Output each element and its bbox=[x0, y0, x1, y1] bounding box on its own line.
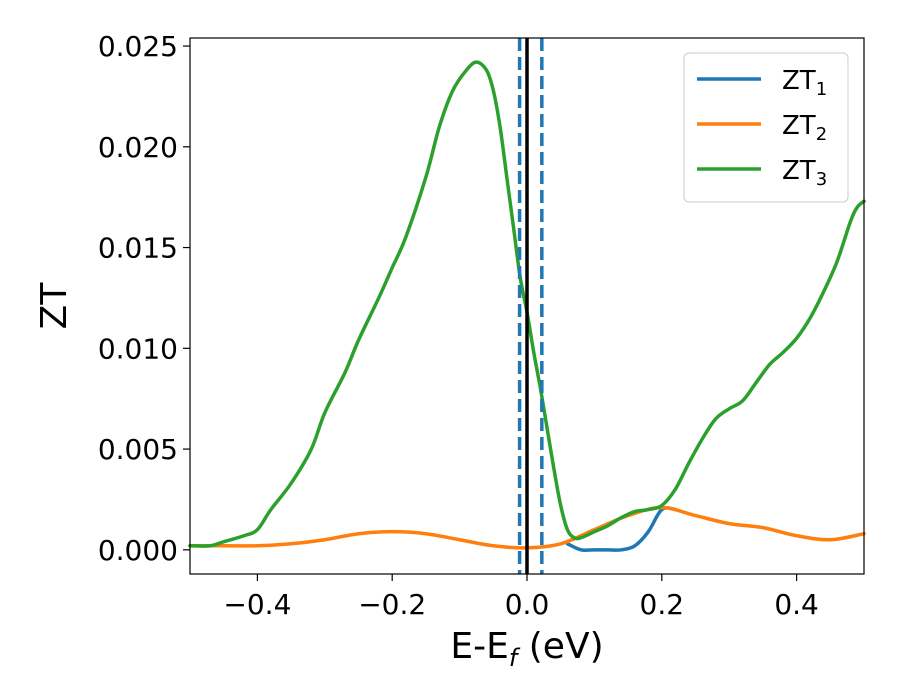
legend-label-main: ZT bbox=[782, 111, 816, 141]
y-tick-label: 0.020 bbox=[98, 131, 178, 164]
x-tick-label: 0.0 bbox=[505, 588, 550, 621]
x-axis-ticks: −0.4 −0.2 0.0 0.2 0.4 bbox=[223, 574, 819, 621]
y-tick-label: 0.000 bbox=[98, 534, 178, 567]
legend-label-subscript: 2 bbox=[816, 124, 827, 145]
series-line-zt3 bbox=[188, 60, 866, 548]
legend-label-main: ZT bbox=[782, 66, 816, 96]
legend-label-subscript: 3 bbox=[816, 169, 827, 190]
legend-label-zt1: ZT1 bbox=[782, 66, 827, 100]
legend-box bbox=[683, 52, 849, 203]
y-axis-ticks: 0.000 0.005 0.010 0.015 0.020 0.025 bbox=[98, 30, 190, 567]
x-axis-label-main: E-E bbox=[450, 626, 508, 667]
x-tick-label: 0.4 bbox=[774, 588, 819, 621]
x-axis-label: E-Ef (eV) bbox=[450, 626, 603, 672]
vline-layer bbox=[517, 38, 544, 574]
y-tick-label: 0.005 bbox=[98, 433, 178, 466]
x-axis-label-unit: (eV) bbox=[517, 626, 603, 667]
y-tick-label: 0.015 bbox=[98, 232, 178, 265]
y-tick-label: 0.025 bbox=[98, 30, 178, 63]
legend-label-subscript: 1 bbox=[816, 79, 827, 100]
legend-label-main: ZT bbox=[782, 156, 816, 186]
series-line-zt1 bbox=[565, 506, 678, 553]
legend-label-zt3: ZT3 bbox=[782, 156, 827, 190]
x-tick-label: −0.2 bbox=[358, 588, 426, 621]
y-axis-label: ZT bbox=[34, 282, 75, 330]
x-tick-label: −0.4 bbox=[223, 588, 291, 621]
x-tick-label: 0.2 bbox=[640, 588, 685, 621]
y-tick-label: 0.010 bbox=[98, 332, 178, 365]
legend-label-zt2: ZT2 bbox=[782, 111, 827, 145]
